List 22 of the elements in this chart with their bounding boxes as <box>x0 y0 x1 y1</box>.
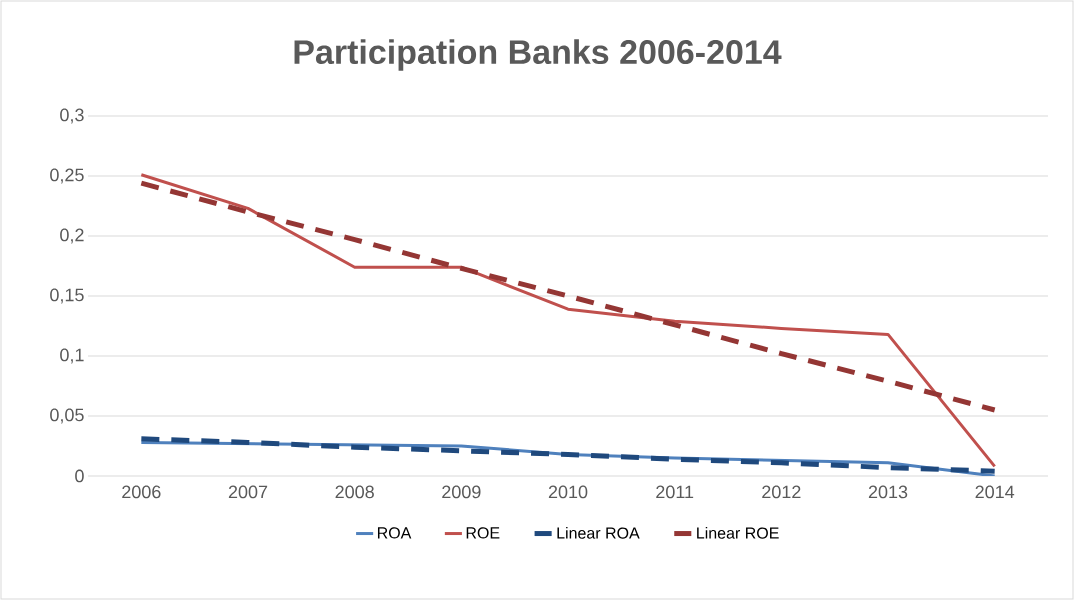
legend-label: ROE <box>466 527 500 539</box>
y-tick-label: 0,15 <box>50 288 84 304</box>
y-tick-label: 0 <box>75 469 84 483</box>
y-tick-label: 0,3 <box>60 108 84 124</box>
chart-title: Participation Banks 2006-2014 <box>294 39 782 71</box>
y-tick-label: 0,25 <box>50 168 84 184</box>
x-tick-label: 2007 <box>228 485 268 499</box>
y-tick-label: 0,1 <box>60 348 84 364</box>
line-series <box>139 173 997 468</box>
x-tick-label: 2010 <box>548 485 588 499</box>
x-tick-label: 2006 <box>122 485 161 499</box>
legend-label: Linear ROA <box>557 527 640 539</box>
y-tick-label: 0,05 <box>50 408 84 424</box>
legend-label: Linear ROE <box>697 527 779 539</box>
x-tick-label: 2009 <box>442 485 481 499</box>
y-tick-label: 0,2 <box>60 228 84 244</box>
legend-label: ROA <box>377 527 412 539</box>
x-tick-label: 2013 <box>868 485 908 499</box>
x-tick-label: 2011 <box>656 485 694 499</box>
x-tick-label: 2008 <box>335 485 374 499</box>
x-tick-label: 2012 <box>762 485 801 499</box>
x-tick-label: 2014 <box>975 485 1015 499</box>
